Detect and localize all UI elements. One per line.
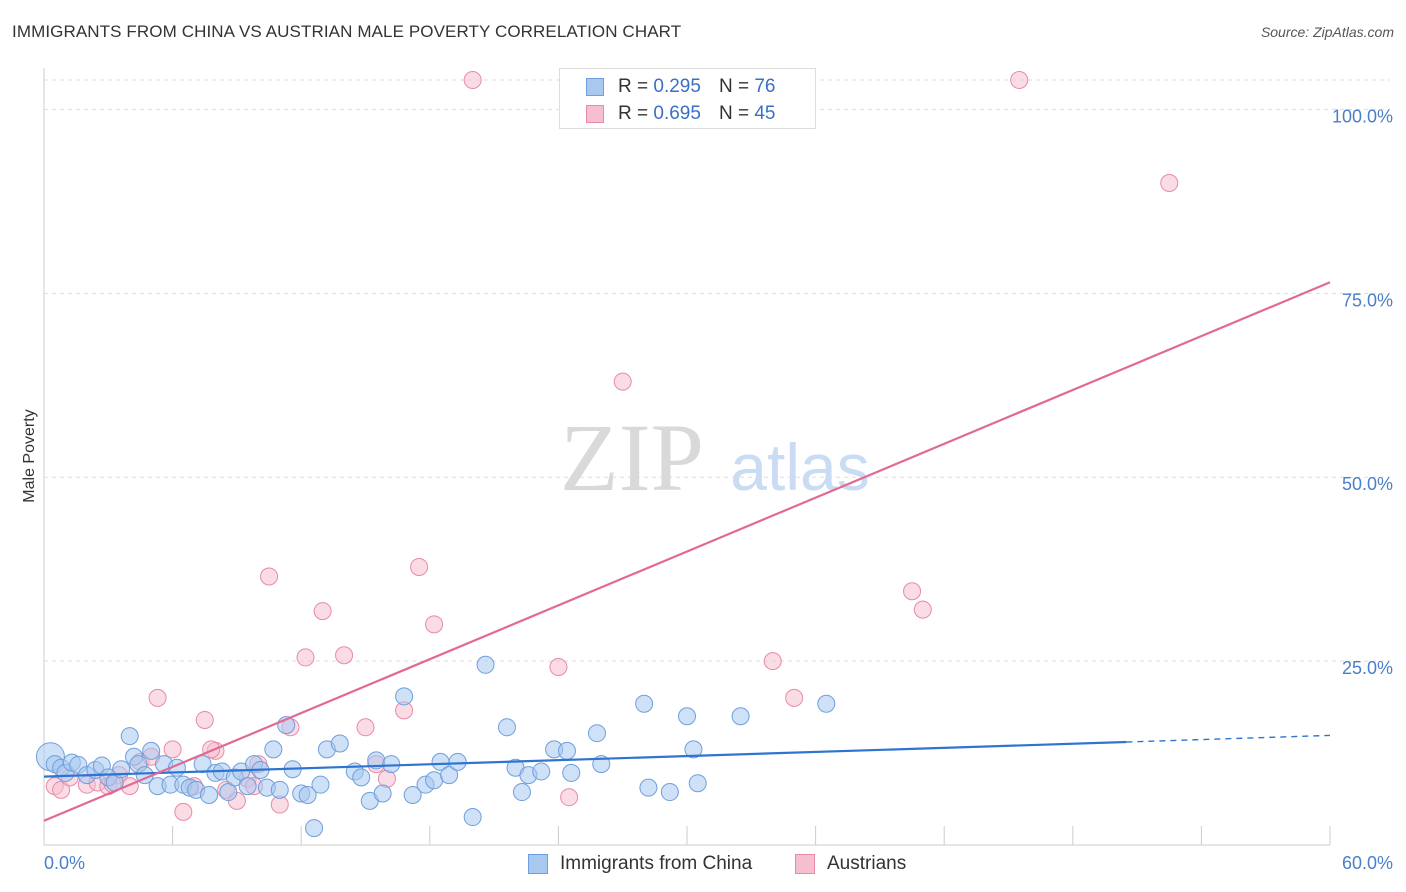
bottom-legend-label-china: Immigrants from China: [560, 853, 753, 874]
china-point: [440, 766, 459, 785]
austrians-point: [296, 648, 315, 667]
china-point: [120, 727, 139, 746]
china-point: [731, 707, 750, 726]
trend-line-china-extension: [1126, 734, 1331, 743]
china-point: [373, 784, 392, 803]
china-point: [532, 762, 551, 781]
austrians-point: [260, 567, 279, 586]
legend-swatch-austrians: [586, 105, 604, 123]
y-tick-label: 75.0%: [1342, 290, 1393, 310]
y-axis-label: Male Poverty: [21, 409, 38, 502]
china-point: [660, 783, 679, 802]
chart-title: IMMIGRANTS FROM CHINA VS AUSTRIAN MALE P…: [12, 22, 682, 41]
china-point: [497, 718, 516, 737]
china-point: [403, 785, 422, 804]
china-point: [352, 768, 371, 787]
x-tick-label: 0.0%: [44, 853, 85, 873]
trend-lines: [43, 281, 1331, 822]
bottom-legend-austrians: Austrians: [795, 852, 906, 876]
austrians-point: [1160, 173, 1179, 192]
axes: [43, 68, 1331, 846]
legend-r-label: R =: [618, 103, 649, 124]
watermark: ZIP atlas: [560, 404, 870, 511]
legend-n-label: N =: [718, 103, 750, 124]
china-point: [264, 740, 283, 759]
stats-legend: R = 0.295 N = 76 R = 0.695 N = 45: [559, 68, 816, 129]
bottom-legend-label-austrians: Austrians: [827, 853, 907, 874]
austrians-point: [785, 688, 804, 707]
china-point: [142, 741, 161, 760]
tick-labels: 25.0% 50.0% 75.0% 100.0% 0.0% 60.0%: [44, 106, 1393, 873]
bottom-legend-china: Immigrants from China: [528, 852, 752, 876]
china-point: [270, 780, 289, 799]
austrians-point: [163, 740, 182, 759]
legend-r-label: R =: [618, 76, 649, 97]
trend-line-austrians: [43, 281, 1331, 822]
x-tick-label: 60.0%: [1342, 853, 1393, 873]
legend-n-value: 45: [754, 103, 776, 124]
austrians-point: [410, 557, 429, 576]
austrians-point: [763, 652, 782, 671]
china-point: [448, 752, 467, 771]
watermark-atlas: atlas: [730, 430, 869, 504]
austrians-point: [613, 372, 632, 391]
austrians-point: [195, 710, 214, 729]
china-point: [395, 687, 414, 706]
legend-n-value: 76: [754, 76, 776, 97]
austrians-point: [148, 688, 167, 707]
china-point: [305, 819, 324, 838]
china-point: [678, 707, 696, 726]
china-point: [476, 655, 495, 674]
austrians-point: [1010, 71, 1029, 89]
china-point: [330, 734, 349, 753]
watermark-zip: ZIP: [560, 404, 704, 511]
china-point: [298, 785, 317, 804]
china-point: [562, 763, 581, 782]
austrians-point: [356, 718, 375, 737]
china-point: [382, 755, 401, 774]
y-tick-label: 100.0%: [1332, 106, 1393, 126]
y-tick-label: 50.0%: [1342, 474, 1393, 494]
austrians-point: [913, 600, 932, 619]
china-point: [639, 778, 658, 797]
source-label: Source: ZipAtlas.com: [1260, 24, 1394, 40]
austrians-point: [52, 780, 71, 799]
legend-swatch-china: [586, 78, 604, 96]
legend-r-value: 0.695: [653, 103, 701, 124]
china-point: [635, 694, 654, 713]
china-point: [238, 777, 257, 796]
china-point: [817, 694, 836, 713]
china-point: [587, 724, 606, 743]
bottom-legend-swatch-austrians: [795, 854, 815, 874]
austrians-point: [335, 646, 354, 665]
austrians-point: [549, 657, 568, 676]
china-point: [425, 771, 444, 790]
legend-row-china: R = 0.295 N = 76: [586, 75, 775, 99]
china-point: [311, 775, 330, 794]
austrians-point: [174, 802, 193, 821]
china-point: [512, 783, 531, 802]
china-point: [463, 808, 482, 827]
china-point: [688, 774, 707, 793]
austrians-point: [313, 602, 332, 621]
bottom-legend-swatch-china: [528, 854, 548, 874]
china-point: [200, 785, 219, 804]
austrians-point: [903, 582, 922, 601]
legend-n-label: N =: [718, 76, 750, 97]
china-point: [684, 740, 703, 759]
legend-r-value: 0.295: [653, 76, 701, 97]
grid-lines: [44, 79, 1390, 662]
china-point: [557, 741, 576, 760]
series-immigrants-china: [35, 655, 836, 838]
austrians-point: [463, 71, 482, 89]
austrians-point: [560, 788, 579, 807]
legend-row-austrians: R = 0.695 N = 45: [586, 102, 775, 126]
austrians-point: [425, 615, 444, 634]
trend-line-china: [43, 740, 1127, 778]
y-tick-label: 25.0%: [1342, 658, 1393, 678]
